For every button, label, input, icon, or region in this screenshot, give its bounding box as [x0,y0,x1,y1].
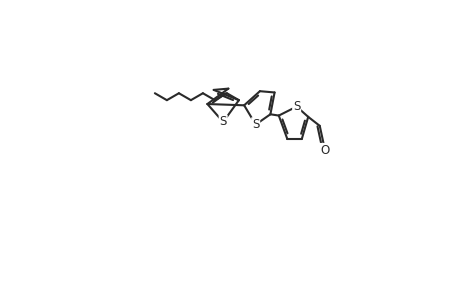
Text: S: S [292,100,300,113]
Text: S: S [219,116,226,128]
Text: S: S [252,118,259,131]
Text: O: O [319,144,329,157]
